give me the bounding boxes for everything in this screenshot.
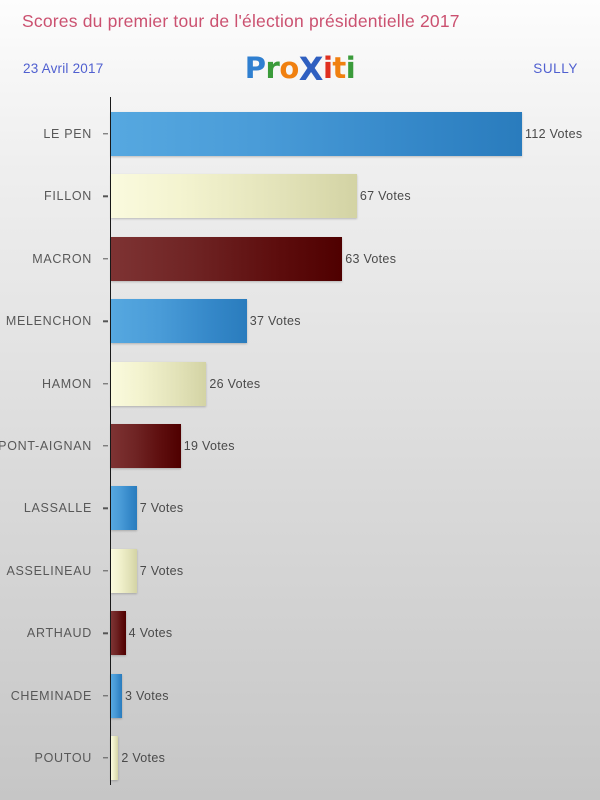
candidate-label: ARTHAUD [26, 626, 92, 641]
candidate-bar[interactable] [111, 236, 343, 281]
candidate-label: HAMON [41, 376, 92, 391]
vote-count-label: 7 Votes [139, 563, 184, 578]
chart-row: MELENCHON 37 Votes [0, 290, 600, 352]
candidate-label: MELENCHON [5, 314, 92, 329]
axis-tick [103, 507, 108, 510]
proxiti-logo[interactable]: ProXiti [244, 50, 356, 88]
candidate-label: LASSALLE [23, 501, 92, 516]
candidate-bar[interactable] [111, 736, 119, 780]
chart-y-axis [110, 97, 112, 785]
vote-count-label: 26 Votes [209, 376, 261, 391]
candidate-bar[interactable] [111, 673, 122, 718]
vote-count-label: 19 Votes [183, 439, 235, 453]
city-name: SULLY [533, 61, 578, 76]
candidate-label: DUPONT-AIGNAN [0, 439, 92, 453]
logo-letter-i-second: i [345, 51, 356, 85]
axis-tick [103, 757, 108, 759]
vote-count-label: 37 Votes [249, 314, 301, 329]
vote-count-label: 7 Votes [139, 501, 184, 516]
page-title: Scores du premier tour de l'élection pré… [22, 11, 460, 31]
candidate-label: ASSELINEAU [6, 563, 92, 578]
vote-count-label: 67 Votes [359, 189, 411, 204]
chart-row: ASSELINEAU 7 Votes [0, 540, 600, 602]
candidate-bar[interactable] [111, 548, 137, 593]
vote-count-label: 112 Votes [525, 127, 583, 141]
vote-count-label: 2 Votes [121, 751, 166, 765]
vote-count-label: 3 Votes [125, 688, 169, 703]
logo-letter-x: X [298, 50, 324, 88]
candidate-bar[interactable] [111, 611, 126, 656]
vote-count-label: 63 Votes [345, 251, 397, 266]
chart-row: LE PEN 112 Votes [0, 103, 600, 165]
candidate-bar[interactable] [111, 174, 357, 219]
results-bar-chart: LE PEN 112 Votes FILLON 67 Votes MACRON 63 Vo… [0, 97, 600, 787]
chart-row: CHEMINADE 3 Votes [0, 665, 600, 727]
axis-tick [103, 258, 108, 260]
axis-tick [103, 320, 108, 322]
chart-row: HAMON 26 Votes [0, 353, 600, 415]
logo-letter-p: P [244, 51, 266, 85]
candidate-bar[interactable] [111, 361, 207, 406]
chart-row: MACRON 63 Votes [0, 228, 600, 290]
axis-tick [103, 570, 108, 572]
axis-tick [103, 133, 108, 135]
chart-row: FILLON 67 Votes [0, 165, 600, 227]
candidate-label: FILLON [44, 189, 92, 204]
chart-row: POUTOU 2 Votes [0, 727, 600, 789]
logo-letter-i-first: i [322, 51, 333, 85]
candidate-label: MACRON [32, 251, 92, 266]
election-date: 23 Avril 2017 [23, 61, 104, 76]
axis-tick [103, 694, 108, 697]
vote-count-label: 4 Votes [128, 626, 173, 641]
subheader: 23 Avril 2017 ProXiti SULLY [0, 53, 600, 85]
logo-letter-r: r [265, 51, 280, 85]
candidate-bar[interactable] [111, 424, 181, 468]
axis-tick [103, 382, 108, 385]
candidate-label: LE PEN [43, 127, 92, 141]
candidate-bar[interactable] [111, 299, 247, 344]
axis-tick [103, 195, 108, 198]
chart-row: LASSALLE 7 Votes [0, 477, 600, 539]
candidate-bar[interactable] [111, 112, 522, 156]
axis-tick [103, 445, 108, 447]
logo-letter-o: o [279, 51, 299, 85]
logo-letter-t: t [332, 51, 346, 85]
candidate-label: POUTOU [34, 751, 92, 765]
candidate-label: CHEMINADE [10, 688, 92, 703]
chart-row: ARTHAUD 4 Votes [0, 602, 600, 664]
candidate-bar[interactable] [111, 486, 137, 531]
axis-tick [103, 632, 108, 634]
chart-row: DUPONT-AIGNAN 19 Votes [0, 415, 600, 477]
